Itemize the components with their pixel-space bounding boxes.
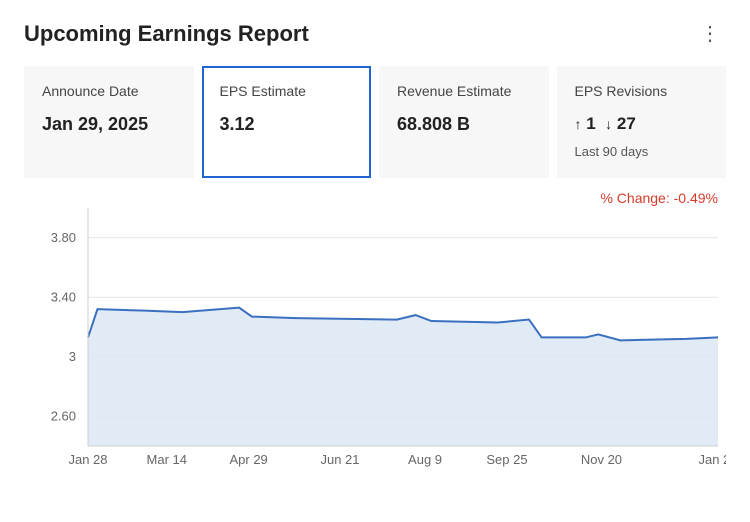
more-icon[interactable]: ⋮ — [694, 20, 726, 48]
svg-text:3.80: 3.80 — [51, 230, 76, 245]
svg-text:Apr 29: Apr 29 — [229, 452, 267, 467]
card-label: Announce Date — [42, 82, 176, 100]
summary-card[interactable]: Revenue Estimate 68.808 B — [379, 66, 549, 178]
pct-change: % Change: -0.49% — [24, 190, 726, 206]
card-value: 3.12 — [220, 114, 354, 135]
svg-text:3: 3 — [69, 349, 76, 364]
eps-chart: 2.60 3 3.40 3.80 Jan 28 Mar 14 Apr 29 Jun 21 Aug… — [24, 208, 726, 488]
pct-change-value: -0.49% — [674, 190, 718, 206]
svg-text:Jan 28: Jan 28 — [68, 452, 107, 467]
revisions-period: Last 90 days — [575, 144, 709, 159]
summary-card[interactable]: EPS Revisions ↑ 1 ↓ 27 Last 90 days — [557, 66, 727, 178]
card-label: EPS Estimate — [220, 82, 354, 100]
svg-text:Jun 21: Jun 21 — [320, 452, 359, 467]
down-arrow-icon: ↓ — [605, 116, 612, 132]
svg-text:Mar 14: Mar 14 — [147, 452, 187, 467]
summary-card[interactable]: EPS Estimate 3.12 — [202, 66, 372, 178]
svg-text:Sep 25: Sep 25 — [486, 452, 527, 467]
page-title: Upcoming Earnings Report — [24, 21, 309, 47]
svg-text:3.40: 3.40 — [51, 289, 76, 304]
up-arrow-icon: ↑ — [575, 116, 582, 132]
summary-card[interactable]: Announce Date Jan 29, 2025 — [24, 66, 194, 178]
svg-text:Aug 9: Aug 9 — [408, 452, 442, 467]
summary-cards: Announce Date Jan 29, 2025 EPS Estimate 3.1… — [24, 66, 726, 178]
pct-change-label: % Change: — [600, 190, 669, 206]
card-value: Jan 29, 2025 — [42, 114, 176, 135]
svg-text:Nov 20: Nov 20 — [581, 452, 622, 467]
revisions-counts: ↑ 1 ↓ 27 — [575, 114, 709, 134]
card-label: Revenue Estimate — [397, 82, 531, 100]
svg-text:2.60: 2.60 — [51, 408, 76, 423]
card-value: 68.808 B — [397, 114, 531, 135]
svg-text:Jan 28: Jan 28 — [698, 452, 726, 467]
card-label: EPS Revisions — [575, 82, 709, 100]
